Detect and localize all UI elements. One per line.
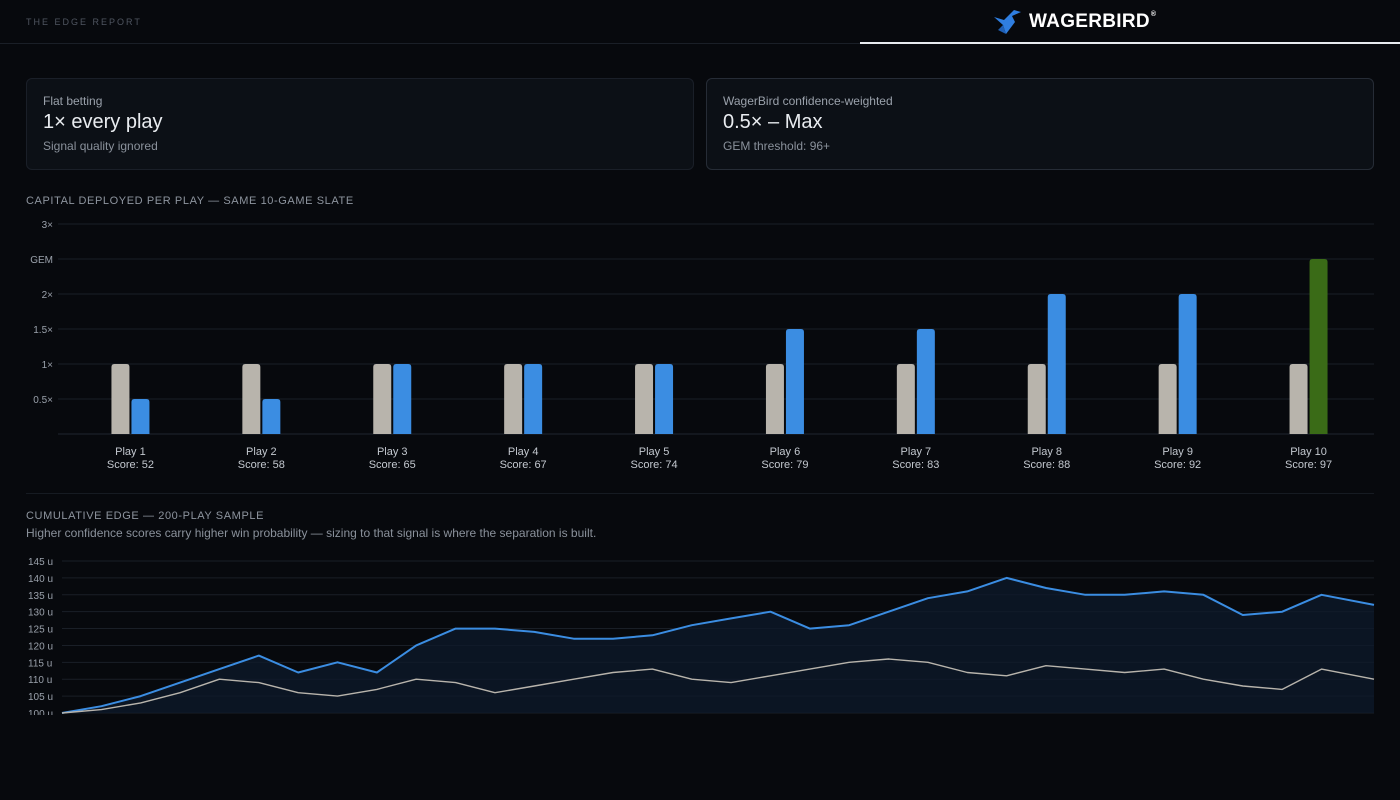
weighted-betting-card: WagerBird confidence-weighted 0.5× – Max… bbox=[706, 78, 1374, 170]
y-tick-label: 1.5× bbox=[33, 325, 53, 336]
flat-bar bbox=[111, 364, 130, 434]
y-tick-label: 0.5× bbox=[33, 395, 53, 406]
section-divider bbox=[26, 493, 1374, 494]
flat-bar bbox=[1289, 364, 1308, 434]
y-tick-label: 105 u bbox=[28, 692, 53, 703]
weighted-bar bbox=[916, 329, 935, 434]
x-score-label: Score: 83 bbox=[892, 459, 939, 471]
registered-mark: ® bbox=[1150, 11, 1157, 18]
y-tick-label: 115 u bbox=[28, 658, 52, 669]
x-score-label: Score: 79 bbox=[761, 459, 808, 471]
flat-bar bbox=[896, 364, 915, 434]
x-category-label: Play 6 bbox=[770, 446, 801, 458]
bird-icon bbox=[994, 10, 1021, 34]
x-score-label: Score: 74 bbox=[631, 459, 678, 471]
y-tick-label: 125 u bbox=[28, 625, 53, 636]
x-category-label: Play 3 bbox=[377, 446, 408, 458]
weighted-bar bbox=[524, 364, 543, 434]
y-tick-label: 3× bbox=[42, 220, 54, 231]
y-tick-label: 130 u bbox=[28, 608, 53, 619]
weighted-bar bbox=[655, 364, 674, 434]
x-score-label: Score: 67 bbox=[500, 459, 547, 471]
flat-card-value: 1× every play bbox=[43, 111, 163, 133]
x-category-label: Play 9 bbox=[1162, 446, 1193, 458]
weighted-card-label: WagerBird confidence-weighted bbox=[723, 94, 893, 108]
report-label: THE EDGE REPORT bbox=[26, 17, 142, 27]
weighted-bar bbox=[262, 399, 281, 434]
y-tick-label: 1× bbox=[42, 360, 54, 371]
weighted-card-value: 0.5× – Max bbox=[723, 111, 823, 133]
flat-card-label: Flat betting bbox=[43, 94, 103, 108]
flat-bar bbox=[1027, 364, 1046, 434]
cumulative-edge-chart: 100 u 105 u 110 u 115 u 120 u 125 u 130 u 135 u… bbox=[28, 557, 1375, 715]
flat-bar bbox=[765, 364, 784, 434]
y-tick-label: 145 u bbox=[28, 557, 53, 568]
y-tick-label: 120 u bbox=[28, 641, 53, 652]
flat-bar bbox=[504, 364, 523, 434]
weighted-bar bbox=[393, 364, 412, 434]
y-tick-label: 140 u bbox=[28, 574, 53, 585]
weighted-bar bbox=[131, 399, 150, 434]
x-category-label: Play 7 bbox=[901, 446, 932, 458]
x-score-label: Score: 92 bbox=[1154, 459, 1201, 471]
x-category-label: Play 10 bbox=[1290, 446, 1327, 458]
x-score-label: Score: 97 bbox=[1285, 459, 1332, 471]
flat-bar bbox=[242, 364, 261, 434]
y-tick-label: 110 u bbox=[28, 675, 52, 686]
x-category-label: Play 5 bbox=[639, 446, 670, 458]
line-chart-title: CUMULATIVE EDGE — 200-PLAY SAMPLE bbox=[26, 510, 265, 522]
y-tick-label: 100 u bbox=[28, 709, 53, 715]
x-score-label: Score: 58 bbox=[238, 459, 285, 471]
flat-bar bbox=[373, 364, 392, 434]
x-category-label: Play 8 bbox=[1031, 446, 1062, 458]
x-category-label: Play 1 bbox=[115, 446, 146, 458]
weighted-bar bbox=[785, 329, 804, 434]
top-bar: THE EDGE REPORT WAGERBIRD® bbox=[0, 0, 1400, 44]
x-score-label: Score: 65 bbox=[369, 459, 416, 471]
y-tick-label: 135 u bbox=[28, 591, 53, 602]
brand-name-text: WAGERBIRD bbox=[1029, 11, 1150, 32]
flat-card-note: Signal quality ignored bbox=[43, 139, 158, 153]
line-chart-subtitle: Higher confidence scores carry higher wi… bbox=[26, 526, 597, 540]
x-score-label: Score: 52 bbox=[107, 459, 154, 471]
weighted-bar bbox=[1047, 294, 1066, 434]
bar-chart-title: CAPITAL DEPLOYED PER PLAY — SAME 10-GAME… bbox=[26, 195, 354, 207]
y-tick-label: GEM bbox=[30, 255, 53, 266]
flat-bar bbox=[635, 364, 654, 434]
x-category-label: Play 4 bbox=[508, 446, 539, 458]
flat-bar bbox=[1158, 364, 1177, 434]
flat-series-line bbox=[61, 658, 1375, 714]
brand-name: WAGERBIRD® bbox=[1029, 11, 1156, 33]
x-category-label: Play 2 bbox=[246, 446, 277, 458]
y-tick-label: 2× bbox=[42, 290, 54, 301]
weighted-card-note: GEM threshold: 96+ bbox=[723, 139, 831, 153]
weighted-series-line bbox=[61, 576, 1375, 714]
weighted-bar bbox=[1178, 294, 1197, 434]
brand[interactable]: WAGERBIRD® bbox=[992, 8, 1156, 36]
weighted-area-fill bbox=[62, 577, 1374, 713]
x-score-label: Score: 88 bbox=[1023, 459, 1070, 471]
flat-betting-card: Flat betting 1× every play Signal qualit… bbox=[26, 78, 694, 170]
brand-underline bbox=[860, 42, 1400, 44]
weighted-bar bbox=[1309, 259, 1328, 434]
